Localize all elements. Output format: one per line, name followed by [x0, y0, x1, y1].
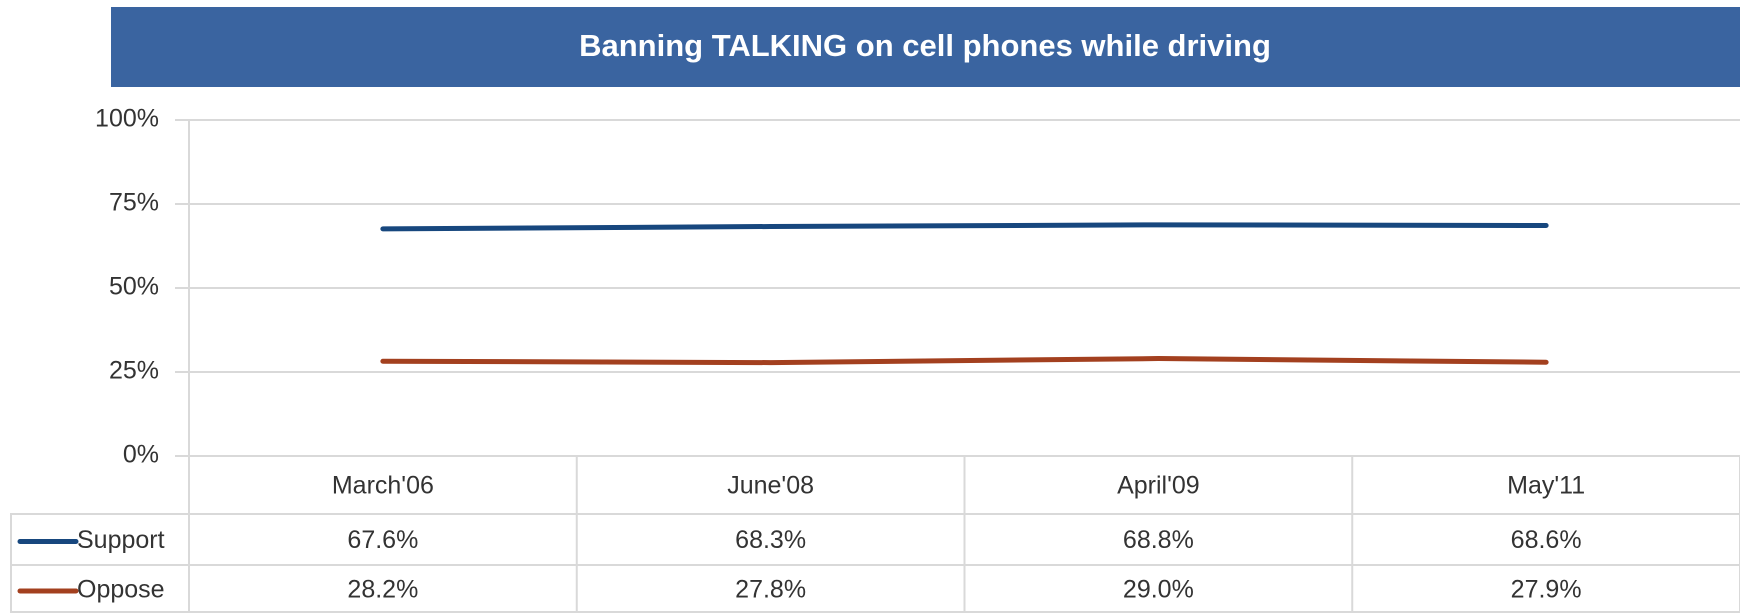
table-value: 28.2% — [347, 576, 418, 604]
table-value: 67.6% — [347, 526, 418, 554]
legend-label: Oppose — [77, 576, 165, 604]
table-value: 29.0% — [1123, 576, 1194, 604]
y-tick-label: 100% — [95, 105, 159, 133]
table-value: 68.3% — [735, 526, 806, 554]
x-tick-label: May'11 — [1507, 472, 1585, 500]
y-tick-label: 0% — [123, 441, 159, 469]
chart-title: Banning TALKING on cell phones while dri… — [579, 28, 1271, 63]
y-tick-label: 75% — [109, 189, 159, 217]
series-line — [380, 356, 1549, 366]
series-line — [380, 222, 1549, 232]
table-value: 27.9% — [1511, 576, 1582, 604]
x-tick-label: April'09 — [1117, 472, 1200, 500]
table-value: 68.6% — [1511, 526, 1582, 554]
legend-label: Support — [77, 526, 165, 554]
table-value: 27.8% — [735, 576, 806, 604]
y-tick-label: 50% — [109, 273, 159, 301]
table-value: 68.8% — [1123, 526, 1194, 554]
x-tick-label: June'08 — [727, 472, 814, 500]
x-tick-label: March'06 — [332, 472, 434, 500]
title-bar — [111, 7, 1740, 87]
y-tick-label: 25% — [109, 357, 159, 385]
